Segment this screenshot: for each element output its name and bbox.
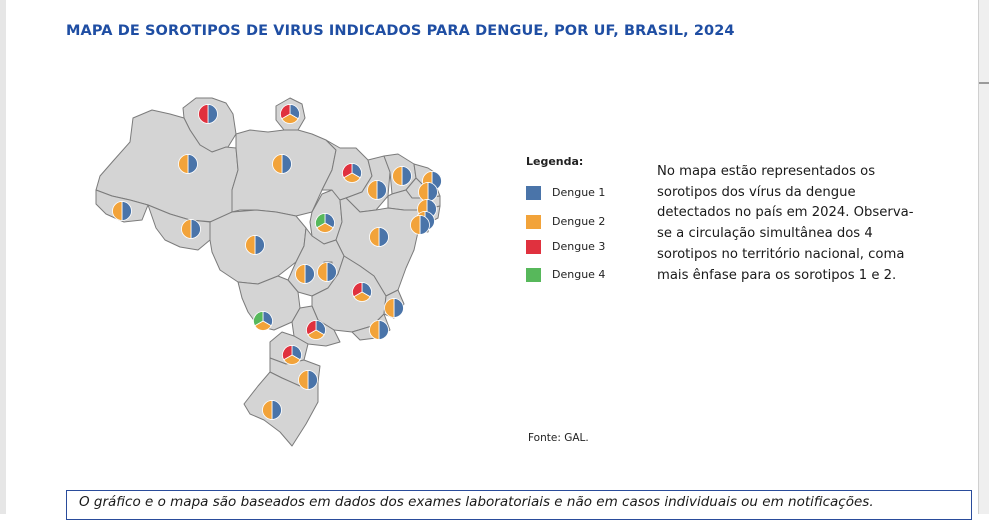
pie-slice-dengue-1 — [376, 180, 387, 200]
pie-maranhao — [342, 163, 362, 183]
pie-goias — [295, 264, 315, 284]
pie-slice-dengue-2 — [245, 235, 256, 255]
pie-para — [272, 154, 292, 174]
pie-roraima — [198, 104, 218, 124]
pie-slice-dengue-3 — [352, 282, 363, 298]
pie-slice-dengue-2 — [367, 180, 378, 200]
note-line: sorotipos no território nacional, coma — [657, 246, 905, 262]
pie-slice-dengue-2 — [384, 298, 395, 318]
pie-slice-dengue-4 — [315, 213, 326, 229]
legend-title: Legenda: — [526, 155, 584, 168]
note-line: mais ênfase para os sorotipos 1 e 2. — [657, 267, 897, 283]
pie-slice-dengue-1 — [307, 370, 318, 390]
pie-slice-dengue-1 — [419, 215, 430, 235]
pie-slice-dengue-1 — [281, 154, 292, 174]
pie-rio-de-janeiro — [369, 320, 389, 340]
legend-swatch-dengue-4 — [526, 268, 541, 282]
serotype-pies — [112, 104, 442, 420]
pie-ceara — [392, 166, 412, 186]
map-note: No mapa estão representados os sorotipos… — [657, 162, 942, 286]
pie-slice-dengue-1 — [401, 166, 412, 186]
pie-slice-dengue-1 — [304, 264, 315, 284]
legend-swatch-dengue-2 — [526, 215, 541, 229]
pie-sergipe — [410, 215, 430, 235]
pie-mato-grosso — [245, 235, 265, 255]
legend-label-dengue-4: Dengue 4 — [552, 268, 606, 281]
pie-espirito-santo — [384, 298, 404, 318]
pie-parana — [282, 345, 302, 365]
pie-paraiba — [418, 182, 438, 202]
scroll-mark — [979, 82, 989, 84]
pie-slice-dengue-1 — [254, 235, 265, 255]
state-rondonia — [147, 204, 211, 251]
note-line: se a circulação simultânea dos 4 — [657, 226, 873, 242]
pie-mato-grosso-do-sul — [253, 311, 273, 331]
pie-slice-dengue-4 — [253, 311, 264, 327]
pie-slice-dengue-1 — [271, 400, 282, 420]
pie-slice-dengue-1 — [393, 298, 404, 318]
pie-slice-dengue-3 — [198, 104, 209, 124]
pie-piaui — [367, 180, 387, 200]
footer-disclaimer-box: O gráfico e o mapa são baseados em dados… — [66, 490, 972, 520]
pie-sao-paulo — [306, 320, 326, 340]
pie-amazonas — [178, 154, 198, 174]
pie-slice-dengue-1 — [378, 320, 389, 340]
pie-slice-dengue-2 — [392, 166, 403, 186]
legend-swatch-dengue-3 — [526, 240, 541, 254]
pie-slice-dengue-1 — [207, 104, 218, 124]
legend-label-dengue-1: Dengue 1 — [552, 186, 606, 199]
pie-slice-dengue-2 — [298, 370, 309, 390]
pie-slice-dengue-3 — [306, 320, 317, 336]
pie-distrito-federal — [317, 262, 337, 282]
pie-rondonia — [181, 219, 201, 239]
pie-slice-dengue-1 — [326, 262, 337, 282]
note-line: sorotipos dos vírus da dengue — [657, 184, 856, 200]
pie-tocantins — [315, 213, 335, 233]
pie-rio-grande-do-sul — [262, 400, 282, 420]
pie-slice-dengue-2 — [369, 320, 380, 340]
footer-disclaimer: O gráfico e o mapa são baseados em dados… — [79, 494, 874, 510]
pie-slice-dengue-2 — [369, 227, 380, 247]
note-line: detectados no país em 2024. Observa- — [657, 205, 914, 221]
left-page-edge — [0, 0, 6, 514]
pie-slice-dengue-2 — [262, 400, 273, 420]
pie-slice-dengue-2 — [272, 154, 283, 174]
pie-slice-dengue-1 — [378, 227, 389, 247]
pie-slice-dengue-1 — [190, 219, 201, 239]
pie-bahia — [369, 227, 389, 247]
state-shapes — [95, 97, 441, 447]
legend-swatch-dengue-1 — [526, 186, 541, 200]
legend-label-dengue-3: Dengue 3 — [552, 240, 606, 253]
pie-slice-dengue-2 — [178, 154, 189, 174]
pie-santa-catarina — [298, 370, 318, 390]
pie-slice-dengue-2 — [410, 215, 421, 235]
pie-slice-dengue-2 — [295, 264, 306, 284]
pie-slice-dengue-2 — [181, 219, 192, 239]
map-title: MAPA DE SOROTIPOS DE VIRUS INDICADOS PAR… — [66, 23, 735, 39]
pie-slice-dengue-1 — [121, 201, 132, 221]
pie-amapa — [280, 104, 300, 124]
right-scroll-edge — [978, 0, 989, 514]
pie-slice-dengue-2 — [317, 262, 328, 282]
legend-label-dengue-2: Dengue 2 — [552, 215, 606, 228]
pie-slice-dengue-3 — [282, 345, 293, 361]
pie-slice-dengue-2 — [112, 201, 123, 221]
pie-minas-gerais — [352, 282, 372, 302]
note-line: No mapa estão representados os — [657, 164, 876, 179]
pie-slice-dengue-3 — [280, 104, 291, 120]
pie-slice-dengue-3 — [342, 163, 353, 179]
pie-slice-dengue-1 — [187, 154, 198, 174]
pie-acre — [112, 201, 132, 221]
source-note: Fonte: GAL. — [528, 432, 589, 444]
